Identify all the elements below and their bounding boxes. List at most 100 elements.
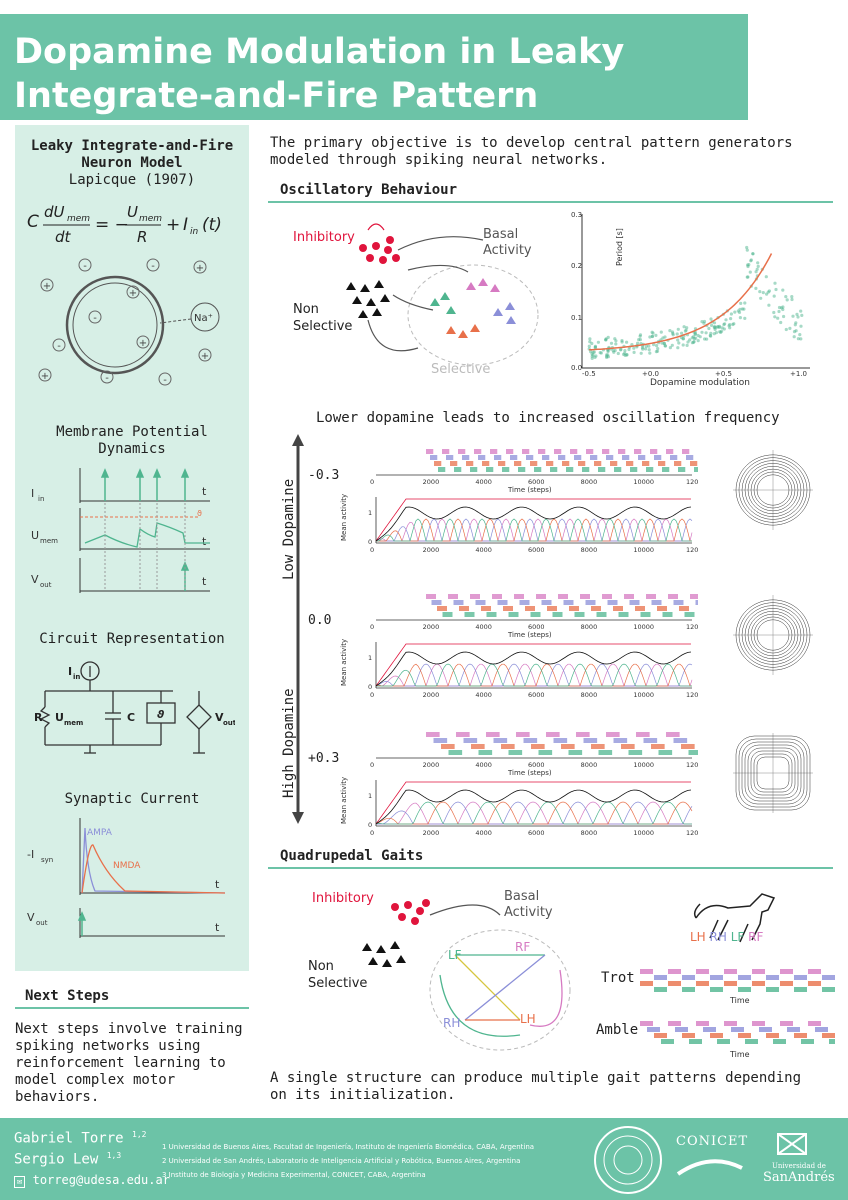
svg-text:Basal: Basal xyxy=(483,227,518,242)
scatter-point xyxy=(616,351,620,356)
raster-band xyxy=(622,455,630,460)
svg-text:V: V xyxy=(27,911,35,924)
raster-band xyxy=(431,600,442,605)
svg-text:-: - xyxy=(83,261,87,272)
scatter-point xyxy=(648,351,652,355)
scatter-point xyxy=(785,298,789,302)
raster-band xyxy=(426,449,434,454)
raster-band xyxy=(523,738,538,743)
gait-band xyxy=(773,1039,786,1044)
scatter-point xyxy=(784,295,788,299)
y-axis-label: Period [s] xyxy=(615,228,624,266)
trot-label: Trot xyxy=(601,970,635,986)
author-email[interactable]: ✉ torreg@udesa.edu.ar xyxy=(14,1173,170,1188)
gait-band xyxy=(710,1033,723,1038)
gait-band xyxy=(745,1039,758,1044)
non-selective-trace xyxy=(375,506,692,542)
scatter-point xyxy=(788,326,792,330)
raster-band xyxy=(614,467,622,472)
gait-band xyxy=(654,1033,667,1038)
svg-text:RH: RH xyxy=(443,1016,460,1030)
raster-band xyxy=(463,738,478,743)
raster-band xyxy=(650,449,658,454)
scatter-point xyxy=(625,340,629,344)
scatter-point xyxy=(670,343,674,347)
activity-trace xyxy=(376,518,692,542)
phase-loop xyxy=(741,605,805,665)
x-tick: 2000 xyxy=(423,546,440,554)
phase-portrait xyxy=(733,595,813,675)
x-tick: 4000 xyxy=(475,546,492,554)
x-tick: 0 xyxy=(370,829,374,837)
udesa-logo-line-1: Universidad de xyxy=(772,1162,826,1170)
svg-text:= −: = − xyxy=(95,215,129,235)
scatter-point xyxy=(742,307,746,311)
scatter-point xyxy=(761,291,765,295)
phase-loop xyxy=(756,756,790,790)
objective-line: modeled through spiking neural networks. xyxy=(270,152,608,168)
gait-band xyxy=(808,969,821,974)
conicet-logo: CONICET xyxy=(676,1134,749,1149)
raster-band xyxy=(453,600,464,605)
oscillatory-heading: Oscillatory Behaviour xyxy=(280,182,458,198)
gait-band xyxy=(724,981,737,986)
raster-band xyxy=(585,600,596,605)
raster-band xyxy=(490,449,498,454)
x-tick: 8000 xyxy=(581,623,598,631)
svg-text:-: - xyxy=(93,313,97,324)
low-dopamine-label: Low Dopamine xyxy=(281,478,297,580)
raster-band xyxy=(534,467,542,472)
gait-band xyxy=(682,1033,695,1038)
activity-trace xyxy=(376,801,692,825)
scatter-point xyxy=(593,345,597,349)
raster-band xyxy=(514,461,522,466)
svg-text:+: + xyxy=(196,263,204,274)
raster-band xyxy=(481,606,491,611)
raster-band xyxy=(438,467,446,472)
svg-text:syn: syn xyxy=(41,856,53,864)
raster-band xyxy=(459,606,469,611)
scatter-point xyxy=(691,335,696,339)
scatter-point xyxy=(751,252,755,256)
next-steps-rule xyxy=(15,1007,249,1009)
scatter-point xyxy=(675,332,679,336)
raster-band xyxy=(474,449,482,454)
x-axis-label: Time (steps) xyxy=(507,769,552,777)
gait-band xyxy=(766,975,779,980)
y-axis-label: Mean activity xyxy=(340,639,348,686)
gait-band xyxy=(668,1021,681,1026)
raster-band xyxy=(530,461,538,466)
model-title-1: Leaky Integrate-and-Fire xyxy=(30,138,234,154)
raster-band xyxy=(624,594,634,599)
activity-trace xyxy=(375,801,692,825)
scatter-point xyxy=(727,324,731,328)
gait-band xyxy=(766,1033,779,1038)
phase-loop xyxy=(747,466,799,514)
raster-band xyxy=(501,744,515,749)
membrane-title-1: Membrane Potential xyxy=(56,424,208,440)
scatter-point xyxy=(606,335,610,339)
period-scatter-chart: 0.0 0.1 0.2 0.3 -0.5 +0.0 +0.5 +1.0 Dopa… xyxy=(571,211,810,388)
scatter-point xyxy=(729,317,733,321)
amble-raster: Time xyxy=(640,1021,835,1059)
phase-loop xyxy=(741,741,805,805)
x-tick: 6000 xyxy=(528,623,545,631)
exponential-fit-line xyxy=(589,253,773,351)
raster-band xyxy=(606,455,614,460)
phase-loop xyxy=(756,474,790,506)
raster-band xyxy=(546,461,554,466)
svg-text:C: C xyxy=(27,212,39,232)
x-tick: 0 xyxy=(370,546,374,554)
trot-time-label: Time xyxy=(729,996,750,1005)
raster-band xyxy=(602,449,610,454)
phase-loop xyxy=(738,457,808,523)
raster-band xyxy=(538,750,553,755)
scatter-point xyxy=(639,351,643,355)
raster-band xyxy=(519,600,530,605)
next-steps-line: reinforcement learning to xyxy=(15,1055,226,1071)
scatter-point xyxy=(718,330,722,334)
x-tick: 6000 xyxy=(528,478,545,486)
raster-band xyxy=(695,600,698,605)
gait-band xyxy=(640,969,653,974)
